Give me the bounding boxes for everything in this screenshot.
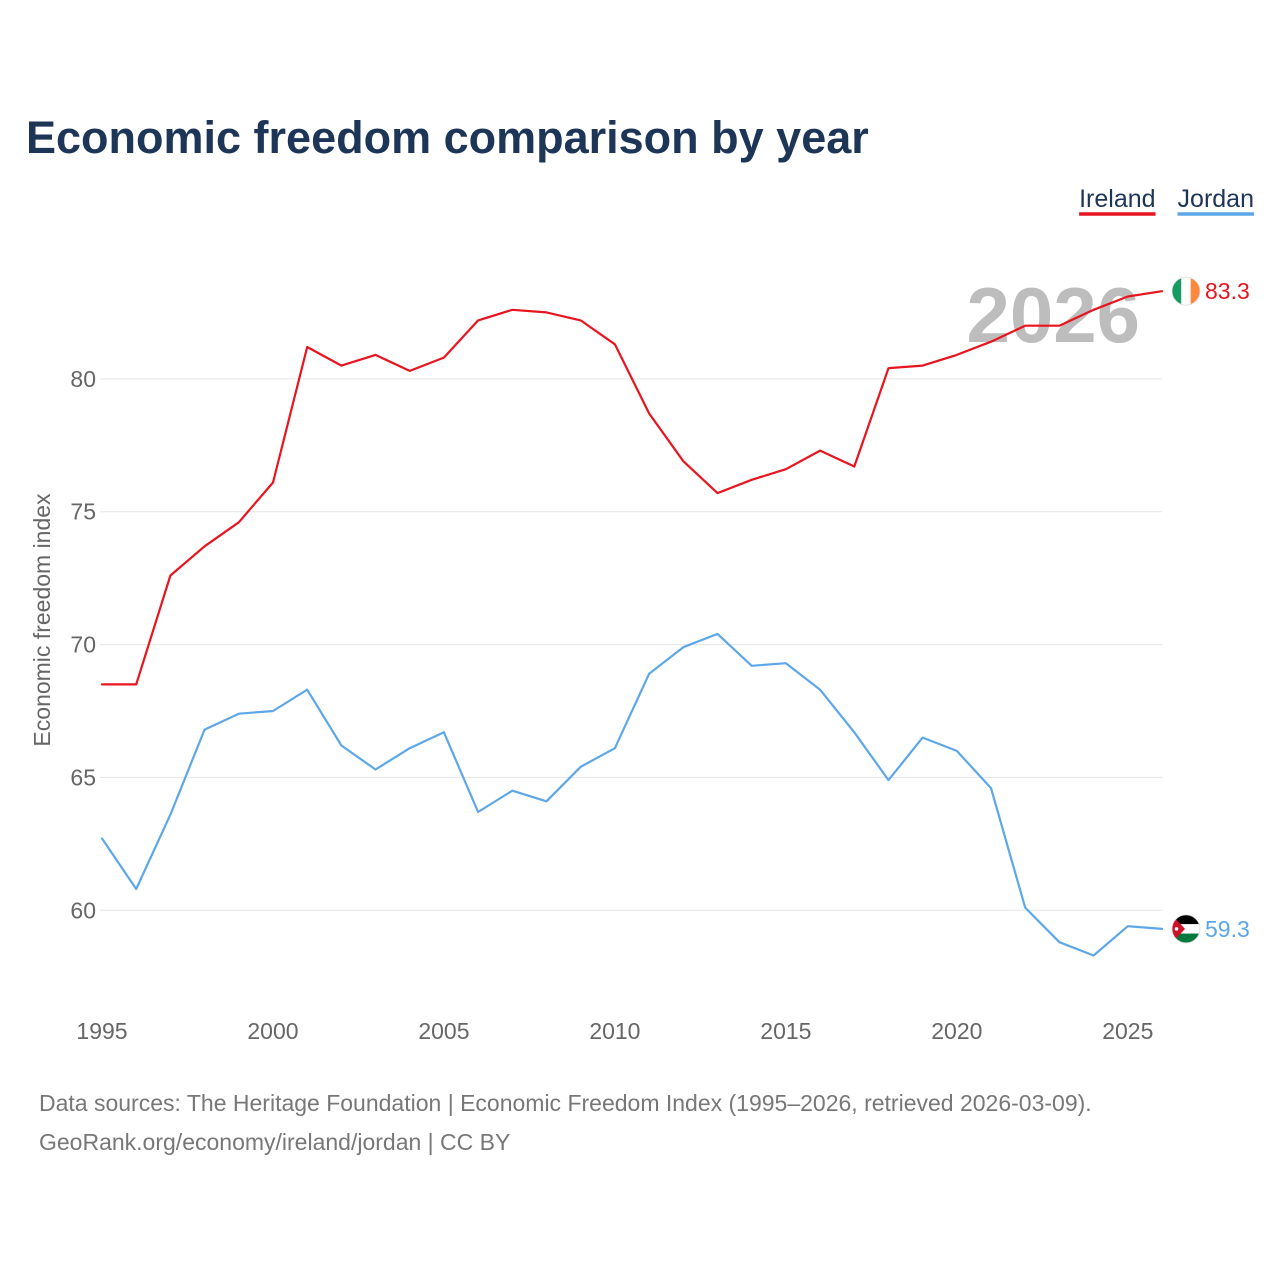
x-tick-2020: 2020 [931,1018,982,1044]
y-axis-label: Economic freedom index [29,493,55,747]
legend[interactable]: Jordan Ireland [1079,185,1254,216]
series-lines [100,290,1164,957]
x-tick-1995: 1995 [76,1018,127,1044]
x-tick-2025: 2025 [1102,1018,1153,1044]
y-tick-60: 60 [70,897,96,923]
current-year-watermark: 2026 [966,271,1140,359]
y-tick-70: 70 [70,632,96,658]
x-tick-2000: 2000 [247,1018,298,1044]
x-tick-2005: 2005 [418,1018,469,1044]
ireland-flag-icon [1171,276,1201,306]
series-line-jordan [100,632,1164,957]
x-tick-2010: 2010 [589,1018,640,1044]
series-line-ireland [100,290,1164,686]
jordan-flag-icon [1171,914,1201,944]
legend-label-ireland[interactable]: Ireland [1079,185,1155,213]
source-line-2[interactable]: GeoRank.org/economy/ireland/jordan | CC … [39,1129,510,1155]
y-axis-ticks: 60 65 70 75 80 [70,366,96,923]
y-tick-80: 80 [70,366,96,392]
x-tick-2015: 2015 [760,1018,811,1044]
chart-title: Economic freedom comparison by year [26,112,869,163]
source-line-1: Data sources: The Heritage Foundation | … [39,1090,1092,1116]
legend-label-jordan[interactable]: Jordan [1178,185,1254,213]
y-tick-75: 75 [70,499,96,525]
end-markers: 83.3 59.3 [1171,276,1250,944]
end-label-jordan: 59.3 [1205,916,1250,942]
x-axis-ticks: 1995 2000 2005 2010 2015 2020 2025 [76,1018,1153,1044]
y-tick-65: 65 [70,764,96,790]
end-label-ireland: 83.3 [1205,278,1250,304]
